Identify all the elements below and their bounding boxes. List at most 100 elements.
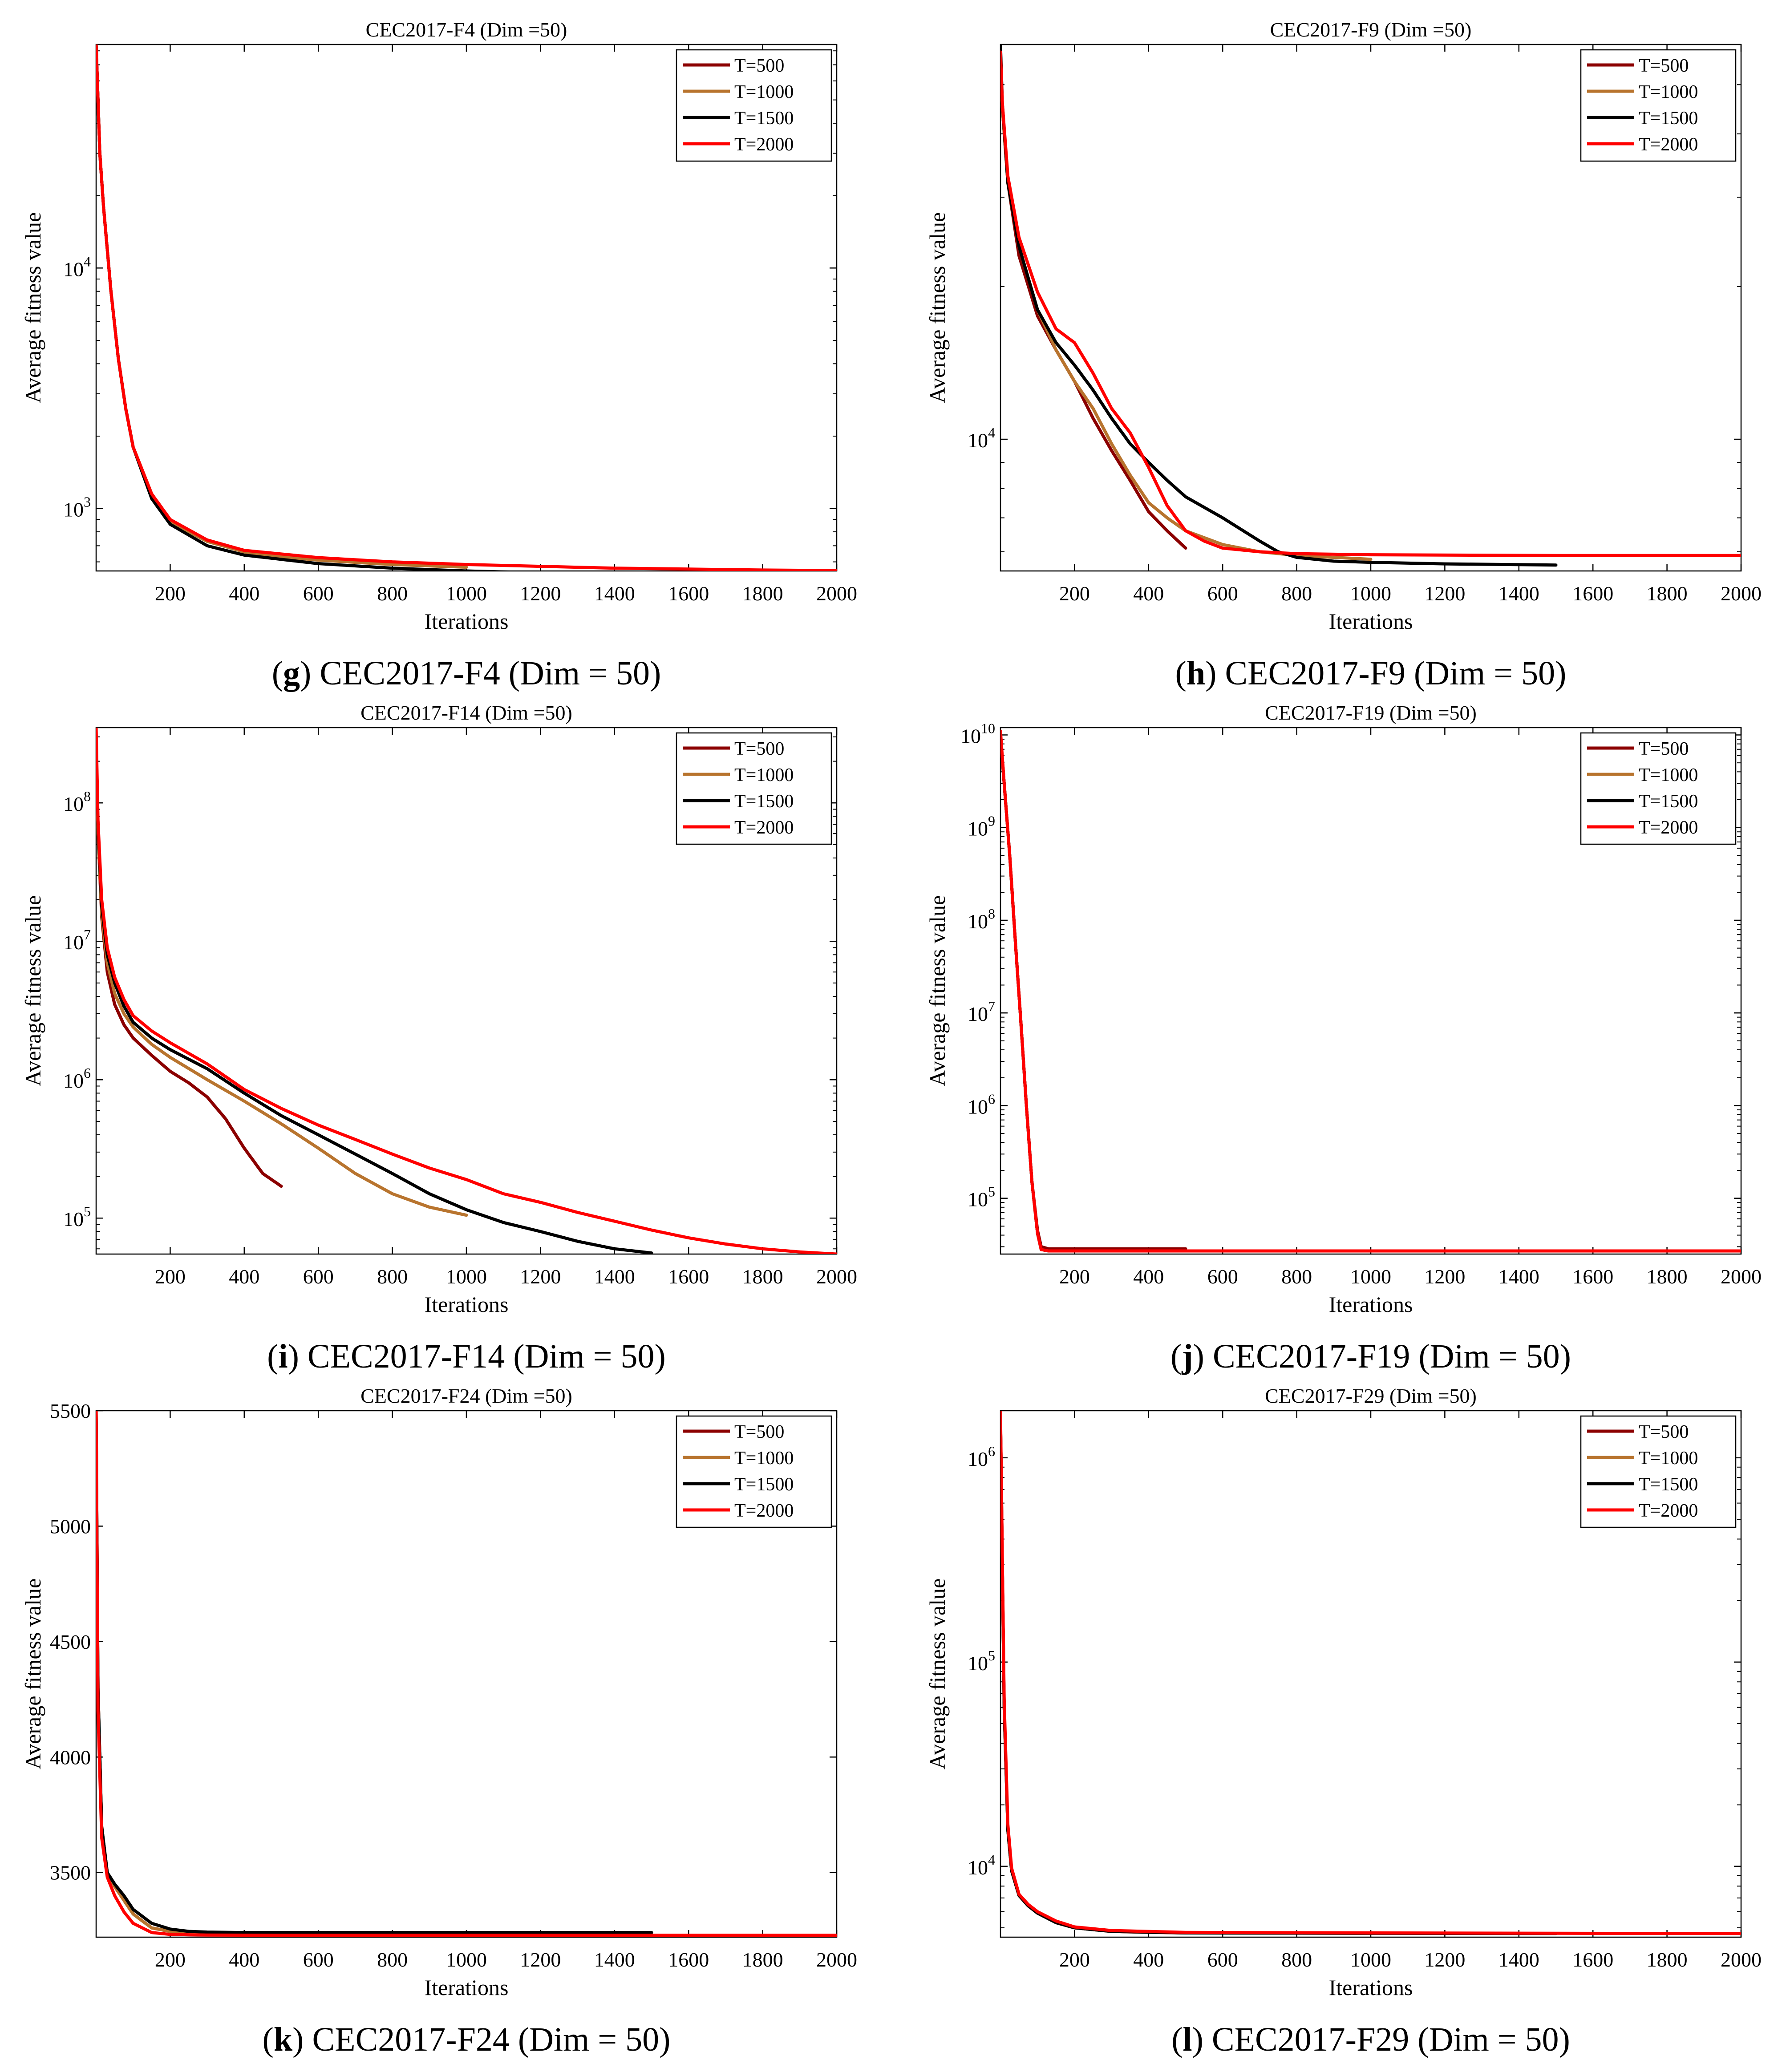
x-axis-label: Iterations — [425, 1975, 509, 2000]
legend-label: T=500 — [1639, 739, 1689, 759]
series-line-t-2000 — [96, 45, 837, 571]
series-line-t-1000 — [96, 1411, 468, 1936]
legend-label: T=500 — [1639, 56, 1689, 76]
series-line-t-2000 — [96, 728, 837, 1254]
legend: T=500 T=1000 T=1500 T=2000 — [1580, 1415, 1737, 1528]
legend-label: T=1000 — [1639, 82, 1698, 102]
y-tick-label: 106 — [968, 1091, 995, 1118]
x-tick-label: 1400 — [594, 582, 635, 605]
chart-j: 200 400 600 800 1000 1200 1400 1600 1800 2000 105 1… — [925, 701, 1762, 1375]
chart-title: CEC2017-F14 (Dim =50) — [360, 701, 572, 724]
legend-label: T=2000 — [1639, 817, 1698, 838]
x-tick-label: 1000 — [1350, 582, 1391, 605]
y-tick-label: 1010 — [960, 720, 995, 747]
y-tick-label: 108 — [63, 788, 91, 815]
legend-label: T=1500 — [1639, 791, 1698, 812]
y-tick-label: 106 — [968, 1443, 995, 1470]
x-tick-label: 600 — [303, 1265, 334, 1288]
y-axis-label: Average fitness value — [925, 212, 950, 403]
y-tick-label: 3500 — [50, 1862, 91, 1884]
chart-l: 200 400 600 800 1000 1200 1400 1600 1800 2000 104 1… — [925, 1384, 1762, 2058]
y-tick-label: 104 — [968, 425, 995, 452]
series-line-t-1000 — [1000, 1414, 1373, 1935]
chart-i: 200 400 600 800 1000 1200 1400 1600 1800 2000 105 1… — [20, 701, 857, 1375]
panel-caption: (i) CEC2017-F14 (Dim = 50) — [267, 1338, 666, 1375]
y-tick-label: 5000 — [50, 1515, 91, 1538]
x-tick-label: 1400 — [594, 1265, 635, 1288]
y-tick-label: 5500 — [50, 1400, 91, 1422]
x-tick-label: 600 — [1207, 1948, 1238, 1971]
x-tick-label: 1200 — [1424, 1265, 1465, 1288]
x-tick-label: 1000 — [446, 1948, 487, 1971]
x-tick-label: 800 — [1281, 1948, 1312, 1971]
legend: T=500 T=1000 T=1500 T=2000 — [1580, 49, 1737, 162]
x-tick-label: 400 — [229, 1265, 259, 1288]
legend-label: T=1500 — [1639, 108, 1698, 129]
panel-caption: (j) CEC2017-F19 (Dim = 50) — [1170, 1338, 1571, 1375]
x-tick-label: 800 — [377, 1948, 408, 1971]
x-tick-label: 1800 — [1647, 1948, 1688, 1971]
series-line-t-1500 — [96, 1411, 653, 1934]
legend-label: T=500 — [734, 56, 784, 76]
x-tick-label: 1200 — [1424, 582, 1465, 605]
x-tick-label: 2000 — [1721, 1948, 1762, 1971]
y-tick-label: 107 — [63, 927, 91, 954]
legend-label: T=2000 — [734, 134, 794, 155]
x-tick-label: 200 — [1059, 582, 1090, 605]
x-tick-label: 200 — [1059, 1265, 1090, 1288]
series-line-t-500 — [96, 1411, 283, 1935]
x-axis-label: Iterations — [1329, 1975, 1413, 2000]
series-line-t-500 — [1000, 733, 1187, 1250]
x-tick-label: 600 — [303, 1948, 334, 1971]
panel-caption: (h) CEC2017-F9 (Dim = 50) — [1175, 655, 1567, 692]
y-tick-label: 105 — [63, 1203, 91, 1230]
series-line-t-1500 — [1000, 45, 1558, 567]
series-line-t-1000 — [96, 45, 468, 569]
x-tick-label: 800 — [1281, 582, 1312, 605]
x-tick-label: 600 — [1207, 582, 1238, 605]
x-tick-label: 200 — [1059, 1948, 1090, 1971]
series-line-t-1500 — [96, 45, 527, 571]
x-axis-label: Iterations — [1329, 609, 1413, 634]
x-tick-label: 1200 — [520, 1265, 561, 1288]
x-tick-label: 200 — [155, 1948, 186, 1971]
series-line-t-1000 — [96, 735, 468, 1217]
y-tick-label: 103 — [63, 494, 91, 521]
x-tick-label: 1600 — [1572, 1265, 1613, 1288]
x-tick-label: 2000 — [816, 1265, 857, 1288]
legend: T=500 T=1000 T=1500 T=2000 — [1580, 732, 1737, 845]
legend: T=500 T=1000 T=1500 T=2000 — [676, 49, 832, 162]
legend-label: T=1000 — [734, 82, 794, 102]
x-tick-label: 1600 — [668, 582, 709, 605]
chart-title: CEC2017-F29 (Dim =50) — [1265, 1384, 1477, 1407]
series-line-t-500 — [1000, 50, 1187, 550]
x-axis-label: Iterations — [1329, 1292, 1413, 1317]
chart-title: CEC2017-F4 (Dim =50) — [366, 18, 567, 41]
series-line-t-1000 — [1000, 50, 1373, 561]
legend-label: T=1500 — [734, 791, 794, 812]
x-tick-label: 1800 — [1647, 1265, 1688, 1288]
x-tick-label: 1400 — [1498, 1948, 1539, 1971]
x-tick-label: 400 — [229, 582, 259, 605]
x-tick-label: 1000 — [1350, 1265, 1391, 1288]
series-line-t-2000 — [1000, 50, 1741, 557]
series-line-t-2000 — [96, 1411, 837, 1937]
x-tick-label: 1800 — [1647, 582, 1688, 605]
x-tick-label: 2000 — [1721, 582, 1762, 605]
panel-caption: (g) CEC2017-F4 (Dim = 50) — [272, 655, 661, 692]
series-group — [1000, 1411, 1741, 1935]
panel-caption: (k) CEC2017-F24 (Dim = 50) — [263, 2021, 671, 2058]
x-tick-label: 200 — [155, 1265, 186, 1288]
series-group — [1000, 45, 1741, 567]
y-tick-label: 109 — [968, 813, 995, 840]
legend-label: T=1500 — [1639, 1474, 1698, 1495]
chart-title: CEC2017-F19 (Dim =50) — [1265, 701, 1477, 724]
x-tick-label: 600 — [1207, 1265, 1238, 1288]
x-tick-label: 800 — [1281, 1265, 1312, 1288]
x-tick-label: 400 — [1133, 1948, 1164, 1971]
legend-label: T=500 — [734, 739, 784, 759]
series-line-t-2000 — [1000, 729, 1741, 1253]
legend-label: T=2000 — [1639, 1501, 1698, 1521]
x-tick-label: 1000 — [446, 582, 487, 605]
x-tick-label: 1000 — [1350, 1948, 1391, 1971]
